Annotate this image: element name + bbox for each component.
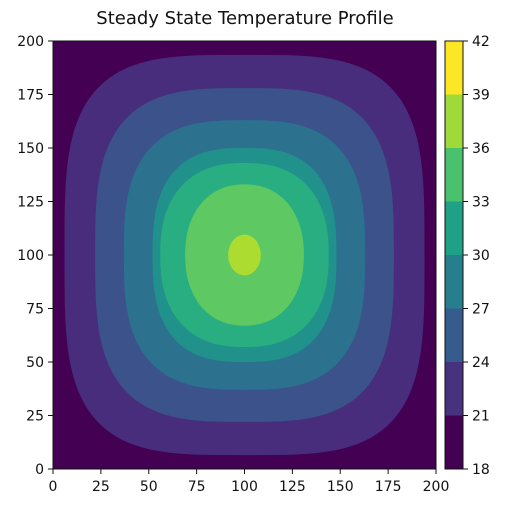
colorbar-tick-label: 27 bbox=[472, 302, 490, 318]
colorbar-segment bbox=[445, 308, 463, 362]
x-tick-label: 75 bbox=[188, 479, 206, 495]
colorbar-segment bbox=[445, 255, 463, 309]
colorbar-tick-label: 21 bbox=[472, 409, 490, 425]
colorbar-segment bbox=[445, 148, 463, 202]
colorbar-segment bbox=[445, 362, 463, 416]
x-tick-label: 0 bbox=[49, 479, 58, 495]
colorbar-tick-label: 18 bbox=[472, 462, 490, 478]
colorbar-tick-label: 42 bbox=[472, 34, 490, 50]
y-tick-label: 0 bbox=[35, 462, 44, 478]
colorbar: 18 21 24 27 30 33 36 39 42 bbox=[444, 34, 490, 478]
y-tick-label: 150 bbox=[17, 141, 44, 157]
x-tick-label: 125 bbox=[279, 479, 306, 495]
x-tick-label: 50 bbox=[140, 479, 158, 495]
x-tick-label: 150 bbox=[327, 479, 354, 495]
y-tick-label: 50 bbox=[26, 355, 44, 371]
colorbar-segment bbox=[445, 415, 463, 469]
y-tick-label: 125 bbox=[17, 195, 44, 211]
colorbar-tick-label: 30 bbox=[472, 248, 490, 264]
colorbar-segment bbox=[445, 94, 463, 148]
x-tick-label: 175 bbox=[375, 479, 402, 495]
contour-band-39-42 bbox=[228, 234, 261, 276]
plot-area bbox=[53, 41, 436, 469]
y-tick-label: 200 bbox=[17, 34, 44, 50]
colorbar-segment bbox=[445, 201, 463, 255]
colorbar-tick-label: 39 bbox=[472, 88, 490, 104]
x-tick-label: 25 bbox=[92, 479, 110, 495]
y-tick-label: 100 bbox=[17, 248, 44, 264]
axes: 0 25 50 75 100 125 150 175 200 0 25 50 75 100 125 150 17… bbox=[17, 34, 449, 495]
colorbar-tick-label: 36 bbox=[472, 141, 490, 157]
colorbar-tick-label: 24 bbox=[472, 355, 490, 371]
y-tick-label: 175 bbox=[17, 88, 44, 104]
y-tick-label: 25 bbox=[26, 409, 44, 425]
colorbar-segment bbox=[445, 41, 463, 95]
x-tick-label: 100 bbox=[231, 479, 258, 495]
x-tick-label: 200 bbox=[423, 479, 450, 495]
colorbar-tick-label: 33 bbox=[472, 195, 490, 211]
chart-title: Steady State Temperature Profile bbox=[96, 8, 394, 29]
y-tick-label: 75 bbox=[26, 302, 44, 318]
